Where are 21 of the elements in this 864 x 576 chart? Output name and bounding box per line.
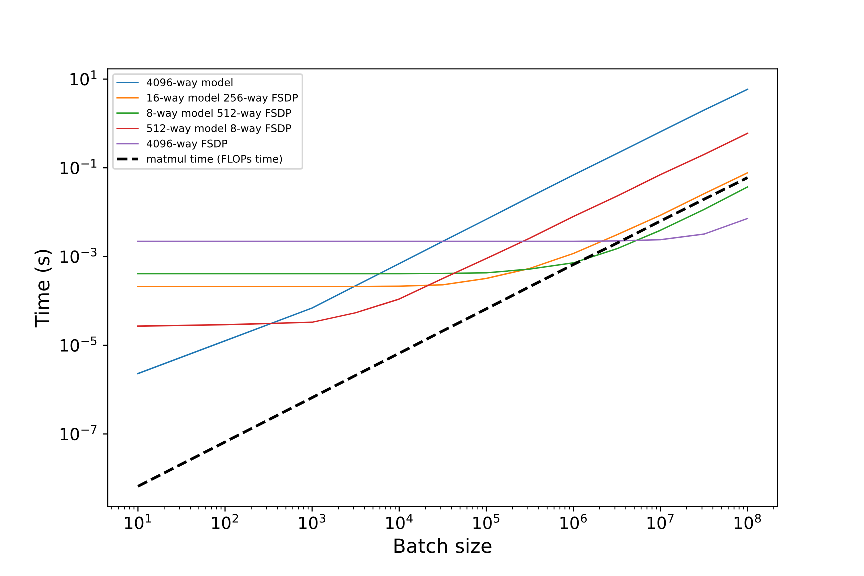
- x-tick-label: 10$^{2}$: [212, 514, 238, 530]
- x-tick-label: 10$^{1}$: [125, 514, 152, 530]
- legend-label: matmul time (FLOPs time): [147, 154, 282, 164]
- x-tick-label: 10$^{5}$: [474, 514, 500, 530]
- x-tick-label: 10$^{4}$: [386, 514, 413, 530]
- y-tick-label: 10$^{−5}$: [60, 336, 97, 352]
- y-tick-label: 10$^{−3}$: [60, 248, 97, 264]
- y-tick-label: 10$^{−7}$: [60, 426, 97, 441]
- x-tick-label: 10$^{6}$: [560, 514, 588, 530]
- legend-label: 8-way model 512-way FSDP: [147, 109, 292, 120]
- y-tick-label: 10$^{−1}$: [60, 159, 97, 175]
- x-tick-label: 10$^{8}$: [734, 514, 762, 530]
- legend-label: 512-way model 8-way FSDP: [147, 124, 292, 134]
- x-tick-label: 10$^{3}$: [300, 514, 326, 530]
- y-axis-title: Time (s): [34, 250, 52, 328]
- legend-label: 4096-way FSDP: [147, 140, 228, 150]
- legend-label: 16-way model 256-way FSDP: [148, 94, 298, 104]
- x-axis-title: Batch size: [394, 538, 492, 554]
- legend-label: 4096-way model: [147, 78, 233, 89]
- y-tick-label: 10$^{1}$: [70, 70, 97, 86]
- x-tick-label: 10$^{7}$: [648, 514, 674, 530]
